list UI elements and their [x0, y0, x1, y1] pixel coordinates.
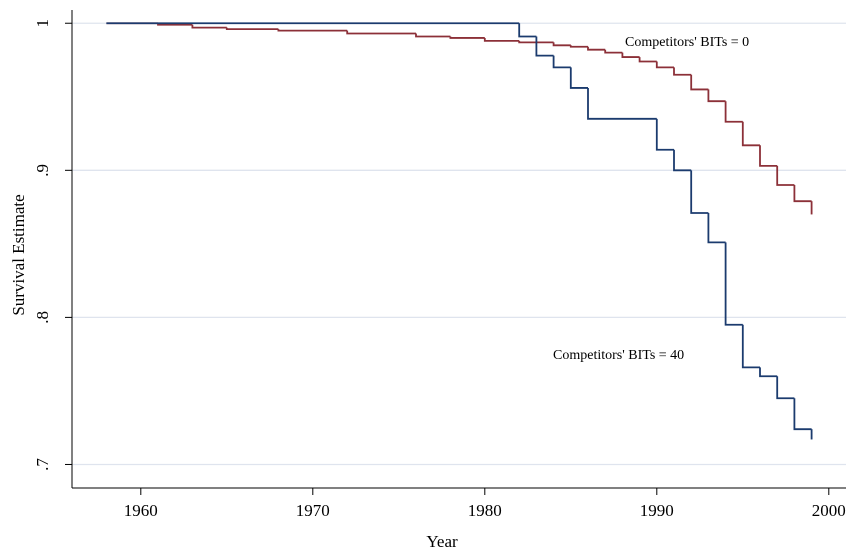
step-segment: [741, 324, 760, 369]
y-tick-label: .9: [33, 164, 52, 177]
step-segment: [776, 376, 795, 400]
step-segment: [191, 24, 227, 29]
step-segment: [690, 170, 709, 214]
step-segment: [793, 185, 812, 203]
step-segment: [346, 30, 416, 35]
step-segment: [673, 149, 692, 172]
series-label: Competitors' BITs = 0: [625, 35, 749, 50]
step-segment: [587, 87, 657, 120]
step-segment: [724, 242, 743, 326]
step-segment: [415, 33, 451, 38]
step-segment: [690, 74, 709, 91]
x-tick-label: 1970: [296, 501, 330, 520]
step-segment: [776, 165, 795, 186]
step-segment: [552, 55, 571, 69]
step-segment: [569, 67, 588, 89]
x-tick-label: 1990: [640, 501, 674, 520]
step-segment: [655, 61, 674, 69]
step-segment: [604, 49, 623, 54]
step-segment: [707, 89, 726, 103]
step-segment: [655, 118, 674, 151]
step-segment: [569, 45, 588, 48]
step-segment: [759, 367, 778, 378]
series-label: Competitors' BITs = 40: [553, 348, 684, 363]
step-segment: [535, 36, 554, 57]
step-segment: [724, 101, 743, 123]
step-segment: [621, 52, 640, 58]
y-axis-title: Survival Estimate: [9, 194, 28, 315]
step-segment: [638, 57, 657, 63]
y-tick-label: .8: [33, 311, 52, 324]
step-segment: [225, 27, 279, 31]
step-segment: [707, 212, 726, 244]
x-tick-label: 1960: [124, 501, 158, 520]
step-segment: [518, 40, 554, 44]
x-axis-title: Year: [426, 532, 458, 551]
step-segment: [552, 42, 571, 47]
step-segment: [793, 398, 812, 431]
y-tick-label: 1: [33, 19, 52, 28]
x-tick-label: 1980: [468, 501, 502, 520]
step-segment: [759, 145, 778, 167]
step-segment: [449, 36, 485, 39]
y-tick-label: .7: [33, 458, 52, 471]
step-segment: [673, 67, 692, 76]
step-segment: [518, 23, 537, 38]
x-tick-label: 2000: [812, 501, 846, 520]
step-segment: [587, 46, 606, 51]
step-segment: [741, 121, 760, 147]
step-segment: [277, 29, 348, 32]
step-segment: [483, 37, 520, 42]
